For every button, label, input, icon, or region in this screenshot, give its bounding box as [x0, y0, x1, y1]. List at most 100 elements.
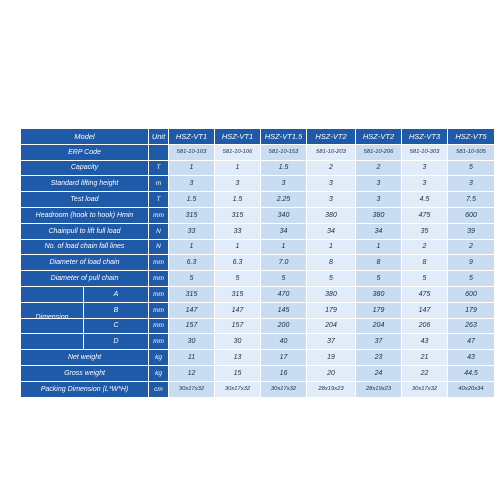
cell: 17 [260, 349, 307, 366]
row-label: Chainpull to lift full load [20, 222, 149, 240]
row-unit [148, 143, 169, 161]
table-row: Diameter of pull chain mm 5 5 5 5 5 5 5 [20, 270, 495, 287]
row-label: Headroom (hook to hook) Hmin [20, 206, 149, 224]
cell: 30 [214, 333, 261, 351]
cell: 21 [401, 349, 448, 366]
cell: 5 [306, 270, 356, 287]
cell: 5 [355, 270, 402, 287]
cell: 8 [306, 254, 356, 272]
cell: 6.3 [168, 254, 215, 272]
cell: 3 [306, 191, 356, 208]
cell: 5 [447, 159, 495, 177]
cell: 147 [168, 301, 215, 319]
cell: 5 [214, 270, 261, 287]
cell: 13 [214, 349, 261, 366]
cell: 2.25 [260, 191, 307, 208]
cell: 380 [306, 285, 356, 303]
cell: 5 [168, 270, 215, 287]
cell: 20 [306, 364, 356, 382]
cell: 3 [401, 159, 448, 177]
cell: 30x17x32 [260, 380, 307, 398]
cell: 581-10-206 [355, 143, 402, 161]
cell: 19 [306, 349, 356, 366]
cell: 30x17x32 [168, 380, 215, 398]
cell: 263 [447, 317, 495, 335]
row-unit: mm [148, 285, 169, 303]
cell: 34 [260, 222, 307, 240]
cell: 475 [401, 285, 448, 303]
cell: 315 [214, 285, 261, 303]
cell: 28x19x23 [306, 380, 356, 398]
cell: 15 [214, 364, 261, 382]
cell: 7.0 [260, 254, 307, 272]
cell: 315 [214, 206, 261, 224]
cell: 1 [306, 238, 356, 256]
row-label: Packing Dimension (L*W*H) [20, 380, 149, 398]
table-row: Standard lifting height m 3 3 3 3 3 3 3 [20, 175, 495, 193]
row-label: ERP Code [20, 143, 149, 161]
cell: 2 [306, 159, 356, 177]
cell: 157 [168, 317, 215, 335]
dimension-sub-label: D [83, 334, 148, 349]
row-unit: mm [148, 301, 169, 319]
cell: 30x17x32 [214, 380, 261, 398]
cell: 147 [401, 301, 448, 319]
cell: 43 [447, 349, 495, 366]
row-unit: T [148, 191, 169, 208]
header-model-name: HSZ-VT5 [447, 128, 495, 145]
cell: 3 [401, 175, 448, 193]
row-label: Standard lifting height [20, 175, 149, 193]
cell: 1 [168, 238, 215, 256]
cell: 3 [447, 175, 495, 193]
cell: 37 [306, 333, 356, 351]
cell: 1 [260, 238, 307, 256]
cell: 22 [401, 364, 448, 382]
cell: 157 [214, 317, 261, 335]
cell: 1.5 [214, 191, 261, 208]
cell: 40x20x34 [447, 380, 495, 398]
cell: 581-10-203 [306, 143, 356, 161]
header-model: Model [20, 128, 149, 145]
row-unit: mm [148, 206, 169, 224]
cell: 37 [355, 333, 402, 351]
header-model-name: HSZ-VT1 [168, 128, 215, 145]
cell: 470 [260, 285, 307, 303]
cell: 24 [355, 364, 402, 382]
cell: 34 [306, 222, 356, 240]
cell: 600 [447, 285, 495, 303]
cell: 43 [401, 333, 448, 351]
cell: 200 [260, 317, 307, 335]
cell: 5 [447, 270, 495, 287]
cell: 581-10-103 [168, 143, 215, 161]
cell: 3 [355, 175, 402, 193]
cell: 33 [168, 222, 215, 240]
dimension-sub-label: C [83, 319, 148, 333]
cell: 44.5 [447, 364, 495, 382]
cell: 39 [447, 222, 495, 240]
table-row: Diameter of load chain mm 6.3 6.3 7.0 8 … [20, 254, 495, 272]
cell: 581-10-303 [401, 143, 448, 161]
cell: 6.3 [214, 254, 261, 272]
cell: 47 [447, 333, 495, 351]
row-unit: m [148, 175, 169, 193]
cell: 2 [401, 238, 448, 256]
cell: 3 [355, 191, 402, 208]
cell: 1 [355, 238, 402, 256]
cell: 16 [260, 364, 307, 382]
row-unit: cm [148, 380, 169, 398]
cell: 380 [306, 206, 356, 224]
table-row: Gross weight kg 12 15 16 20 24 22 44.5 [20, 364, 495, 382]
dimension-sub-label: A [83, 287, 148, 302]
cell: 1 [214, 238, 261, 256]
table-row: ERP Code 581-10-103 581-10-106 581-10-15… [20, 143, 495, 161]
header-row: Model Unit HSZ-VT1 HSZ-VT1 HSZ-VT1.5 HSZ… [20, 128, 495, 145]
cell: 9 [447, 254, 495, 272]
cell: 11 [168, 349, 215, 366]
cell: 1.5 [260, 159, 307, 177]
dimension-label: Dimension [35, 313, 69, 319]
cell: 7.5 [447, 191, 495, 208]
cell: 380 [355, 285, 402, 303]
table-row: Packing Dimension (L*W*H) cm 30x17x32 30x17… [20, 380, 495, 398]
